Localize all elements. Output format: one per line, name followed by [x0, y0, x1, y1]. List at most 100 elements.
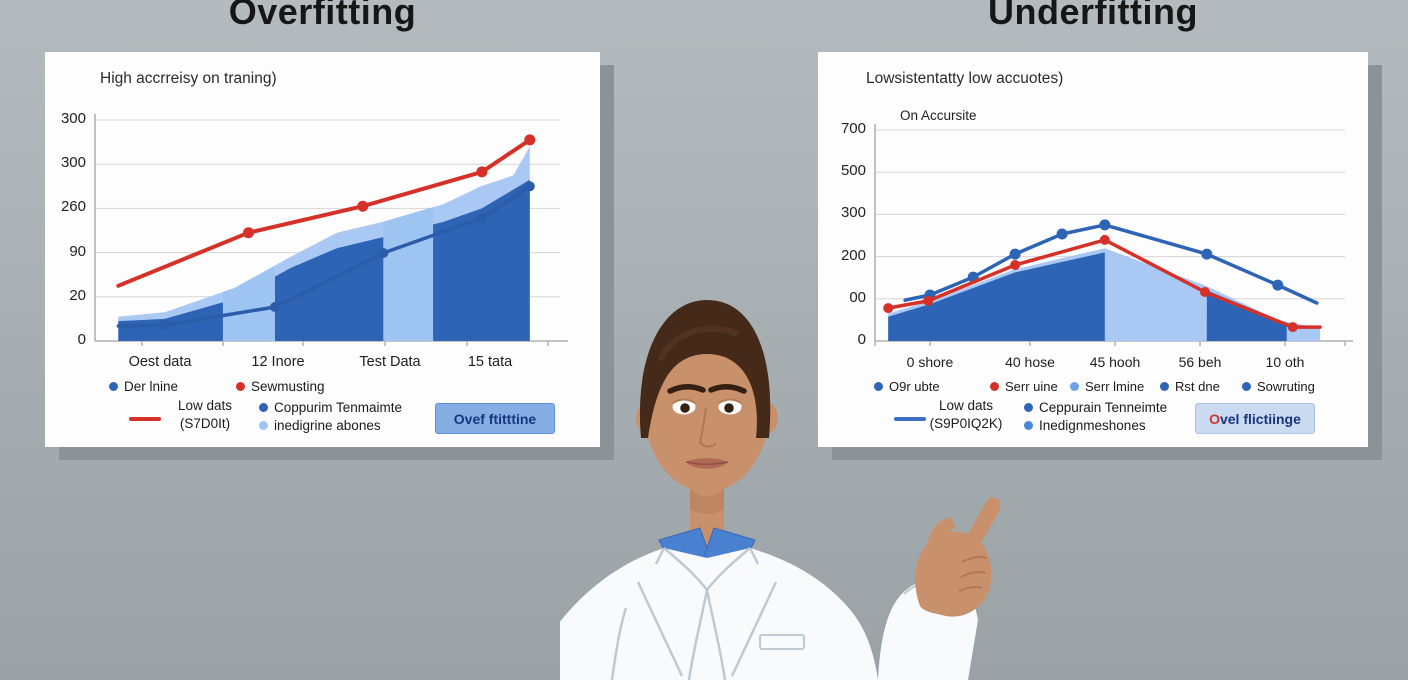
x-tick-label: 10 oth [1265, 354, 1305, 370]
legend-item: Sewmusting [236, 379, 325, 394]
legend-line-label-2: (S7D0It) [179, 416, 231, 431]
data-point [1009, 248, 1021, 260]
data-point [243, 227, 254, 239]
legend-label: O9r ubte [889, 379, 940, 394]
y-tick-label: 20 [69, 286, 86, 304]
eyebrows [667, 384, 747, 394]
mouth-line [685, 461, 729, 465]
legend-label: Rst dne [1175, 379, 1220, 394]
pointing-hand [915, 497, 1001, 617]
data-point [524, 181, 535, 192]
chart-inner-label: On Accursite [900, 108, 977, 123]
y-tick-label: 00 [849, 288, 866, 306]
legend-item: Serr lmine [1070, 379, 1144, 394]
legend-item: Ceppurain Tenneimte [1024, 400, 1167, 415]
legend-dot [1160, 382, 1169, 391]
legend-item: Rst dne [1160, 379, 1220, 394]
legend-dot [236, 382, 245, 391]
button-label-rest: vef ftitttine [464, 410, 537, 427]
button-label-first: O [453, 410, 465, 427]
data-point [883, 303, 894, 314]
legend-dot [1024, 421, 1033, 430]
legend-item: Sowruting [1242, 379, 1315, 394]
coat-seams [610, 547, 778, 680]
legend-dot [109, 382, 118, 391]
x-tick-label: 0 shore [906, 354, 954, 370]
legend-line-label-1: Low dats [177, 398, 233, 413]
data-point [1056, 228, 1068, 240]
data-point [1099, 219, 1111, 231]
legend-item: Coppurim Tenmaimte [259, 400, 402, 415]
legend-dot [259, 403, 268, 412]
legend-dot [1024, 403, 1033, 412]
legend-item: O9r ubte [874, 379, 940, 394]
underfitting-chart-canvas [874, 124, 1353, 346]
legend-label: Serr uine [1005, 379, 1058, 394]
legend-line-label-1: Low dats [938, 398, 994, 413]
y-tick-label: 260 [60, 198, 86, 216]
underfitting-card: Lowsistentatty low accuotes) On Accursit… [818, 52, 1368, 447]
pupil-left [680, 403, 690, 413]
x-tick-label: 12 Inore [251, 354, 305, 370]
presenter-illustration [545, 290, 1001, 680]
head [636, 300, 778, 492]
y-tick-label: 0 [77, 331, 86, 348]
series-light-band-2 [383, 207, 434, 341]
data-point [476, 166, 488, 178]
lab-coat [545, 548, 878, 680]
legend-dot [1070, 382, 1079, 391]
overfitting-chart-canvas [94, 114, 568, 346]
overfitting-card: High accrreisy on traning) Low dats (S7D… [45, 52, 600, 447]
data-point [1199, 287, 1210, 297]
y-tick-label: 300 [840, 204, 866, 222]
hair-streak [657, 325, 740, 362]
legend-label: inedigrine abones [274, 418, 381, 433]
x-tick-label: Oest data [128, 354, 192, 370]
series-light-band-1 [222, 265, 275, 341]
data-point [1201, 248, 1213, 260]
coat-pocket [759, 634, 805, 650]
underfitting-subtitle: Lowsistentatty low accuotes) [866, 70, 1064, 87]
legend-label: Inedignmeshones [1039, 418, 1146, 433]
x-tick-label: 56 beh [1178, 354, 1222, 370]
y-tick-label: 0 [857, 331, 866, 348]
legend-label: Der lnine [124, 379, 179, 394]
data-point [1287, 322, 1298, 333]
legend-item: Inedignmeshones [1024, 418, 1146, 433]
x-tick-label: 45 hooh [1089, 354, 1141, 370]
series-dark-area-mid [1206, 290, 1287, 341]
legend-dot [259, 421, 268, 430]
x-tick-label: 40 hose [1005, 354, 1055, 370]
legend-label: Ceppurain Tenneimte [1039, 400, 1168, 415]
y-tick-label: 300 [60, 154, 86, 172]
overfitting-title: Overfitting [228, 0, 417, 32]
data-point [357, 200, 369, 212]
legend-label: Coppurim Tenmaimte [274, 400, 403, 415]
legend-item: inedigrine abones [259, 418, 381, 433]
data-point [1272, 279, 1284, 291]
presenter-svg [545, 300, 1001, 680]
nose [698, 407, 717, 448]
legend-item: Der lnine [109, 379, 178, 394]
y-tick-label: 700 [840, 120, 866, 137]
eyelids [672, 398, 742, 404]
legend-dot [874, 382, 883, 391]
x-tick-label: Test Data [359, 354, 421, 370]
face [644, 324, 770, 492]
series-blue-line [116, 184, 532, 328]
legend-line-swatch [894, 417, 926, 421]
overfitting-subtitle: High accrreisy on traning) [100, 70, 277, 87]
button-label-first: O [1209, 410, 1220, 427]
data-point [923, 295, 934, 306]
underfitting-title: Underfitting [988, 0, 1198, 32]
data-point [524, 134, 536, 146]
legend-dot [1242, 382, 1251, 391]
legend-item: Serr uine [990, 379, 1058, 394]
y-tick-label: 300 [60, 110, 86, 127]
legend-line-label-2: (S9P0IQ2K) [929, 416, 1003, 431]
y-tick-label: 200 [840, 246, 866, 264]
data-point [378, 248, 389, 258]
